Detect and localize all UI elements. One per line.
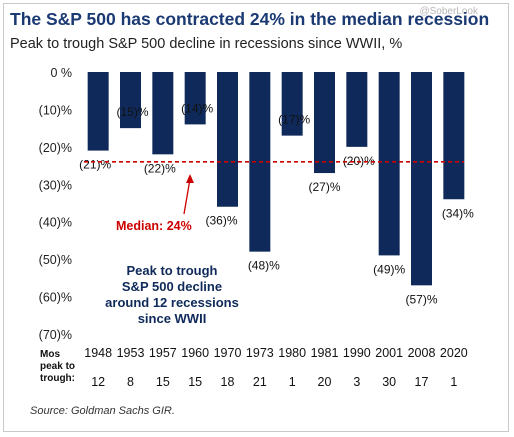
bar bbox=[314, 72, 335, 174]
annotation-line: Peak to trough bbox=[126, 263, 217, 278]
bar bbox=[120, 72, 141, 129]
source-note: Source: Goldman Sachs GIR. bbox=[30, 405, 175, 417]
months-value: 15 bbox=[188, 375, 202, 389]
x-tick-label: 1948 bbox=[84, 346, 112, 360]
bar bbox=[184, 72, 206, 125]
value-label: (15)% bbox=[116, 105, 148, 119]
months-value: 1 bbox=[450, 375, 457, 389]
bar bbox=[378, 72, 400, 256]
x-tick-label: 1953 bbox=[117, 346, 145, 360]
bar bbox=[281, 72, 303, 136]
value-label: (14)% bbox=[181, 101, 213, 115]
months-value: 17 bbox=[415, 375, 429, 389]
watermark: @SoberLook bbox=[419, 6, 478, 17]
value-label: (21)% bbox=[79, 158, 111, 172]
y-tick-label: 0 % bbox=[50, 66, 72, 80]
annotation-line: since WWII bbox=[138, 311, 207, 326]
y-tick-label: (60)% bbox=[39, 291, 72, 305]
bar bbox=[443, 72, 465, 200]
annotation-line: S&P 500 decline bbox=[122, 279, 222, 294]
x-tick-label: 2001 bbox=[375, 346, 403, 360]
months-value: 3 bbox=[353, 375, 360, 389]
chart-subtitle: Peak to trough S&P 500 decline in recess… bbox=[10, 36, 403, 52]
x-tick-label: 1960 bbox=[181, 346, 209, 360]
x-tick-label: 1990 bbox=[343, 346, 371, 360]
x-tick-label: 1970 bbox=[214, 346, 242, 360]
months-value: 21 bbox=[253, 375, 267, 389]
value-label: (57)% bbox=[405, 292, 437, 306]
y-tick-label: (50)% bbox=[39, 253, 72, 267]
value-label: (17)% bbox=[278, 113, 310, 127]
value-label: (27)% bbox=[308, 180, 340, 194]
months-row-label: Mos bbox=[40, 349, 60, 360]
x-tick-label: 1981 bbox=[311, 346, 339, 360]
months-value: 20 bbox=[318, 375, 332, 389]
chart-title: The S&P 500 has contracted 24% in the me… bbox=[10, 9, 490, 29]
annotation-line: around 12 recessions bbox=[105, 295, 239, 310]
months-value: 12 bbox=[91, 375, 105, 389]
value-label: (36)% bbox=[205, 214, 237, 228]
months-row-label: peak to bbox=[40, 361, 75, 372]
bar bbox=[87, 72, 109, 151]
median-arrow bbox=[183, 178, 191, 215]
months-value: 18 bbox=[221, 375, 235, 389]
x-tick-label: 2008 bbox=[408, 346, 436, 360]
x-tick-label: 1980 bbox=[278, 346, 306, 360]
months-value: 8 bbox=[127, 375, 134, 389]
y-tick-label: (30)% bbox=[39, 178, 72, 192]
x-tick-label: 1973 bbox=[246, 346, 274, 360]
y-tick-label: (20)% bbox=[39, 141, 72, 155]
months-row-label: trough: bbox=[40, 373, 75, 384]
y-tick-label: (10)% bbox=[39, 103, 72, 117]
months-value: 1 bbox=[289, 375, 296, 389]
bar bbox=[152, 72, 174, 155]
median-label: Median: 24% bbox=[116, 219, 192, 233]
y-tick-label: (40)% bbox=[39, 216, 72, 230]
value-label: (34)% bbox=[442, 206, 474, 220]
months-value: 30 bbox=[382, 375, 396, 389]
value-label: (48)% bbox=[248, 259, 280, 273]
bar bbox=[217, 72, 238, 207]
y-tick-label: (70)% bbox=[39, 328, 72, 342]
x-tick-label: 1957 bbox=[149, 346, 177, 360]
bar bbox=[346, 72, 368, 147]
bar bbox=[411, 72, 432, 286]
months-value: 15 bbox=[156, 375, 170, 389]
value-label: (20)% bbox=[343, 154, 375, 168]
x-tick-label: 2020 bbox=[440, 346, 468, 360]
value-label: (22)% bbox=[144, 161, 176, 175]
value-label: (49)% bbox=[373, 262, 405, 276]
median-arrow-head bbox=[186, 174, 194, 183]
